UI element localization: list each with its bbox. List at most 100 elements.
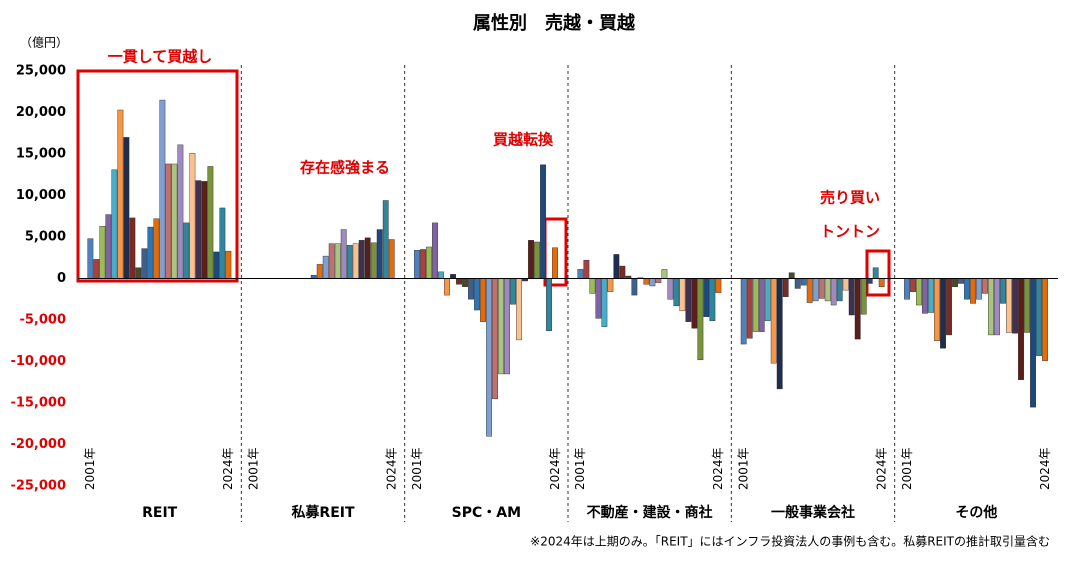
bar (352, 243, 359, 279)
bar (1030, 278, 1036, 408)
group-label: 私募REIT (291, 504, 355, 521)
bar (510, 278, 516, 305)
y-tick-label: -15,000 (10, 396, 66, 411)
bar (358, 240, 365, 279)
bar (444, 278, 450, 296)
bar (480, 278, 486, 322)
bar (105, 214, 112, 279)
group-label: 一般事業会社 (771, 504, 855, 521)
bar (619, 265, 626, 279)
bar (958, 278, 964, 284)
bar (420, 249, 426, 279)
bar (516, 278, 522, 341)
annotation: 一貫して買越し (108, 48, 213, 66)
y-tick-label: 10,000 (16, 188, 66, 203)
x-tick-label: 2001年 (737, 447, 751, 490)
bar (818, 278, 825, 299)
bar (583, 260, 590, 279)
annotation: 存在感強まる (300, 159, 390, 177)
bar (842, 278, 849, 291)
bar (715, 278, 722, 293)
bar (661, 269, 668, 279)
bar (376, 229, 383, 279)
bar (177, 144, 184, 279)
bar (964, 278, 970, 300)
bar (528, 240, 534, 279)
bar (1036, 278, 1042, 356)
bar (93, 259, 100, 279)
bar (904, 278, 910, 300)
bar (1012, 278, 1018, 334)
bar (87, 238, 94, 279)
bar (426, 246, 432, 279)
x-tick-label: 2001年 (247, 447, 261, 490)
bar (952, 278, 958, 288)
bar (800, 278, 807, 286)
bar (589, 278, 596, 294)
bar (776, 278, 783, 390)
bar (667, 278, 674, 300)
bar (806, 278, 813, 303)
bar (946, 278, 952, 336)
bar (878, 278, 885, 288)
bar (438, 271, 444, 279)
bar (201, 181, 208, 279)
bar (1018, 278, 1024, 380)
group-label: その他 (955, 504, 997, 521)
y-tick-label: 25,000 (16, 64, 66, 79)
bar (860, 278, 867, 315)
bar (99, 226, 106, 279)
bar (782, 278, 789, 297)
x-tick-label: 2024年 (1038, 447, 1052, 490)
bar (824, 278, 831, 302)
bar (746, 278, 753, 339)
bar (872, 267, 879, 279)
bar (940, 278, 946, 349)
bar (679, 278, 686, 312)
bar (752, 278, 759, 332)
bar (740, 278, 747, 345)
bar (1042, 278, 1048, 361)
bar (643, 278, 650, 285)
x-tick-label: 2001年 (900, 447, 914, 490)
bar (788, 272, 795, 279)
bar (213, 251, 220, 279)
bar (673, 278, 680, 307)
group-label: REIT (142, 505, 178, 521)
bar (340, 229, 347, 279)
bar (486, 278, 492, 437)
x-tick-label: 2024年 (875, 447, 889, 490)
bar (123, 137, 130, 279)
bar (189, 152, 196, 279)
bar (183, 222, 190, 279)
chart-title: 属性別 売越・買越 (473, 12, 636, 34)
group-label: SPC・AM (452, 505, 521, 521)
y-tick-label: -25,000 (10, 479, 66, 494)
bar (219, 207, 226, 279)
y-tick-label: 15,000 (16, 147, 66, 162)
bar (1006, 278, 1012, 333)
footnote: ※2024年は上期のみ。「REIT」にはインフラ投資法人の事例も含む。私募REI… (530, 534, 1050, 549)
bar (552, 247, 558, 279)
bar (691, 278, 698, 329)
bar (976, 278, 982, 300)
x-tick-label: 2024年 (221, 447, 235, 490)
bar (414, 250, 420, 279)
bar (830, 278, 837, 306)
y-tick-label: 0 (57, 271, 66, 286)
bar (147, 226, 154, 279)
bar (346, 245, 353, 279)
bar (703, 278, 710, 317)
bar (334, 243, 341, 279)
bar (1000, 278, 1006, 304)
bar (474, 278, 480, 311)
bar (866, 278, 873, 284)
bar (631, 278, 638, 296)
bar (534, 241, 540, 279)
x-tick-label: 2001年 (573, 447, 587, 490)
highlight-box (76, 69, 239, 283)
bar (225, 250, 232, 279)
bar (836, 278, 843, 302)
group-label: 不動産・建設・商社 (587, 504, 713, 521)
